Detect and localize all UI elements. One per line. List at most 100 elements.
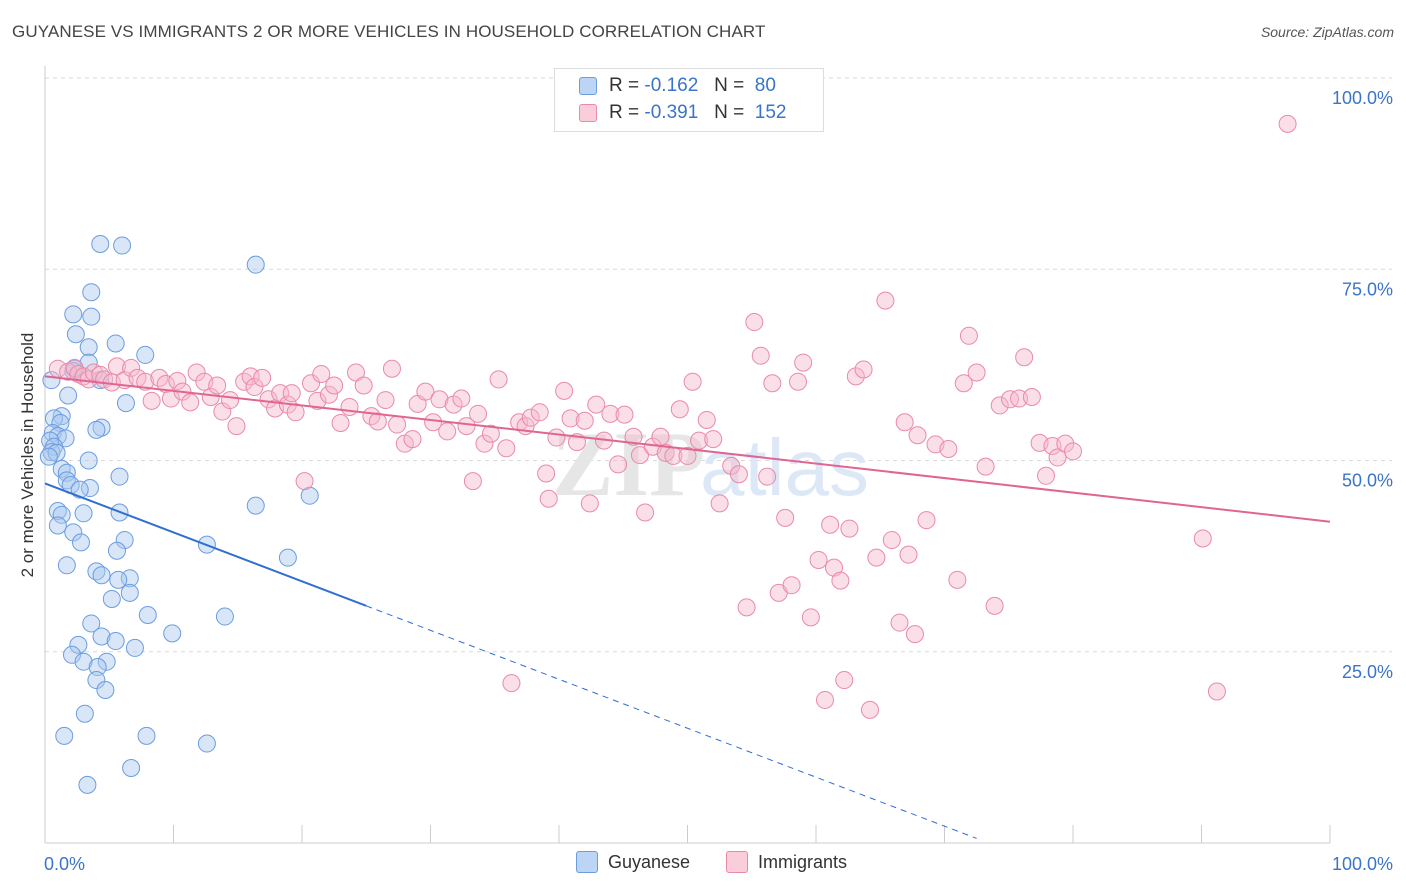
guyanese-point — [91, 235, 110, 254]
guyanese-point — [120, 583, 139, 602]
immigrants-point — [489, 370, 508, 389]
legend-n-label: N = — [714, 75, 745, 96]
gridlines — [45, 77, 1392, 653]
guyanese-point — [137, 726, 156, 745]
immigrants-point — [704, 430, 723, 449]
immigrants-point — [1056, 434, 1075, 453]
guyanese-point — [57, 463, 76, 482]
immigrants-point — [867, 548, 886, 567]
immigrants-point — [710, 494, 729, 513]
guyanese-point — [69, 635, 88, 654]
immigrants-point — [967, 363, 986, 382]
guyanese-point — [107, 541, 126, 560]
immigrants-point — [187, 363, 206, 382]
immigrants-point — [547, 428, 566, 447]
immigrants-point — [615, 405, 634, 424]
guyanese-point — [125, 638, 144, 657]
guyanese-point — [79, 338, 98, 357]
immigrants-point — [1278, 114, 1297, 133]
immigrants-point — [537, 464, 556, 483]
immigrants-point — [1010, 389, 1029, 408]
immigrants-point — [308, 391, 327, 410]
legend: R = -0.162 N = 80 R = -0.391 N = 152 — [554, 68, 824, 132]
immigrants-point — [227, 417, 246, 436]
immigrants-point — [1064, 442, 1082, 461]
guyanese-point — [39, 447, 58, 466]
guyanese-point — [66, 325, 85, 344]
trend-lines — [44, 375, 1331, 839]
immigrants-point — [168, 371, 187, 390]
immigrants-point — [340, 397, 359, 416]
immigrants-point — [561, 409, 580, 428]
immigrants-point — [1015, 348, 1034, 367]
immigrants-point — [107, 357, 126, 376]
chart-title: GUYANESE VS IMMIGRANTS 2 OR MORE VEHICLE… — [12, 22, 766, 41]
watermark: ZIP — [552, 413, 705, 515]
guyanese-point — [109, 570, 128, 589]
immigrants-point — [530, 403, 549, 422]
guyanese-point — [59, 386, 78, 405]
guyanese-swatch — [576, 851, 598, 873]
guyanese-point — [97, 652, 116, 671]
immigrants-point — [609, 455, 628, 474]
immigrants-point — [990, 396, 1009, 415]
immigrants-point — [954, 374, 973, 393]
immigrants-point — [452, 389, 471, 408]
bottom-legend-immigrants: Immigrants — [726, 851, 847, 873]
guyanese-point — [75, 704, 94, 723]
guyanese-point — [44, 409, 63, 428]
immigrants-point — [890, 613, 909, 632]
watermark-atlas: atlas — [700, 423, 869, 512]
immigrants-point — [763, 374, 782, 393]
immigrants-point — [382, 359, 401, 378]
immigrants-point — [221, 391, 240, 410]
y-tick-label: 25.0% — [1342, 662, 1393, 682]
immigrants-point — [831, 571, 850, 590]
x-tick-label: 0.0% — [44, 854, 85, 874]
immigrants-point — [737, 598, 756, 617]
legend-n-value: 152 — [754, 102, 787, 123]
guyanese-point — [52, 505, 71, 524]
immigrants-point — [539, 489, 558, 508]
immigrants-point — [1022, 388, 1041, 407]
guyanese-point — [70, 480, 89, 499]
guyanese-point — [74, 504, 93, 523]
tick-labels: 25.0% 50.0% 75.0% 100.0% 0.0% 100.0% — [44, 88, 1393, 874]
immigrants-point — [697, 410, 716, 429]
immigrants-point — [860, 700, 879, 719]
immigrants-point — [683, 372, 702, 391]
source-label: Source: ZipAtlas.com — [1260, 24, 1394, 40]
guyanese-point — [82, 307, 101, 326]
immigrants-point — [312, 365, 331, 384]
immigrants-swatch — [579, 104, 597, 122]
immigrants-point — [917, 511, 936, 530]
guyanese-point — [48, 516, 67, 535]
guyanese-point — [110, 467, 129, 486]
legend-r-label: R = — [609, 75, 640, 96]
immigrants-point — [580, 494, 599, 513]
guyanese-point — [79, 451, 98, 470]
immigrants-point — [794, 353, 813, 372]
immigrants-point — [438, 422, 457, 441]
y-tick-label: 100.0% — [1332, 88, 1393, 108]
guyanese-point — [78, 775, 97, 794]
immigrants-point — [430, 390, 449, 409]
immigrants-point — [555, 381, 574, 400]
immigrants-point — [208, 376, 227, 395]
immigrants-point — [295, 472, 314, 491]
immigrants-point — [939, 440, 958, 459]
immigrants-point — [587, 395, 606, 414]
guyanese-point — [82, 614, 101, 633]
immigrants-point — [601, 404, 620, 423]
immigrants-point — [354, 376, 373, 395]
guyanese-point — [197, 734, 216, 753]
guyanese-point — [215, 607, 234, 626]
immigrants-point — [678, 446, 697, 465]
immigrants-point — [469, 404, 488, 423]
guyanese-point — [106, 632, 125, 651]
immigrants-point — [690, 431, 709, 450]
immigrants-point — [809, 550, 828, 569]
immigrants-point — [475, 434, 494, 453]
legend-r-label: R = — [609, 102, 640, 123]
